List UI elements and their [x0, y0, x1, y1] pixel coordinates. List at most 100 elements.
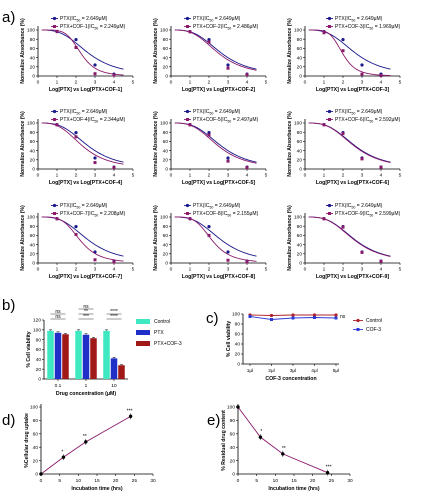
ic50-plot-3: 0 20 40 60 80 100 0 1 2 3 4 5 Log[PTX] vs Log[PTX+CO… [287, 16, 402, 93]
y-tick-label: 0 [38, 377, 41, 383]
significance-label: **** [110, 314, 118, 320]
x-tick-label: 20 [113, 478, 119, 484]
legend-entry: PTX+COF-7(IC50 = 2.208μM) [60, 211, 126, 217]
legend-marker [52, 109, 57, 114]
x-tick-label: 2 [208, 80, 211, 86]
data-point [291, 316, 295, 320]
significance-label: *** [83, 314, 89, 320]
data-point [334, 316, 338, 320]
x-axis-label: Log[PTX] vs Log[PTX+COF-9] [316, 274, 390, 280]
panel-letter: d) [2, 412, 15, 429]
y-tick-label: 80 [297, 130, 303, 136]
y-tick-label: 0 [299, 74, 302, 80]
y-tick-label: 60 [230, 432, 236, 438]
significance-label: *** [326, 465, 332, 471]
y-tick-label: 20 [297, 65, 303, 71]
data-point [236, 405, 240, 409]
x-axis-label: Log[PTX] vs Log[PTX+COF-4] [49, 180, 123, 186]
cell-viability-bar-chart: 0204060801001200.1nsns1*****ns10********… [26, 304, 182, 397]
y-tick-label: 80 [297, 224, 303, 230]
legend-entry: PTX(IC50 = 2.649μM) [193, 16, 241, 22]
x-tick-label: 5 [132, 80, 135, 86]
series-line [40, 415, 131, 475]
x-tick-label: 3 [94, 267, 97, 273]
x-axis-label: Incubation time (hrs) [71, 486, 123, 492]
y-tick-label: 100 [160, 28, 168, 34]
x-tick-label: 3 [361, 80, 364, 86]
x-tick-label: 0 [40, 478, 43, 484]
data-point [322, 31, 326, 35]
y-tick-label: 80 [33, 418, 39, 424]
legend-entry: PTX+COF-6(IC50 = 2.592μM) [335, 117, 401, 123]
data-point [55, 123, 59, 127]
y-tick-label: 60 [297, 233, 303, 239]
x-tick-label: 5 [399, 80, 402, 86]
x-tick-label: 3 [94, 173, 97, 179]
fit-curve-ptx [174, 216, 257, 257]
x-tick-label: 5 [399, 173, 402, 179]
y-tick-label: 80 [235, 322, 241, 328]
y-tick-label: 100 [160, 215, 168, 221]
x-axis-label: Log[PTX] vs Log[PTX+COF-2] [182, 87, 256, 93]
y-axis-label: Normalize Absorbance (%) [287, 111, 293, 177]
panel-letter: e) [207, 412, 220, 429]
x-tick-label: 3 [361, 173, 364, 179]
y-tick-label: 0 [165, 261, 168, 267]
x-tick-label: 4 [113, 173, 116, 179]
fit-curve-ptx [41, 29, 124, 70]
y-axis-label: Normalize Absorbance (%) [20, 18, 26, 84]
data-point [93, 63, 97, 67]
y-tick-label: 20 [235, 352, 241, 358]
significance-label: ns [55, 309, 61, 315]
x-tick-label: 25 [132, 478, 138, 484]
y-tick-label: 100 [27, 28, 35, 34]
data-point [226, 156, 230, 160]
x-tick-label: 30 [347, 478, 353, 484]
panel-letter: c) [206, 310, 219, 327]
x-tick-label: 0 [37, 173, 40, 179]
y-tick-label: 40 [297, 55, 303, 61]
fit-curve-ptx [308, 29, 391, 70]
fit-curve-combo [174, 216, 257, 262]
data-point [39, 472, 43, 476]
data-point [55, 217, 59, 221]
bar-ptx [54, 332, 62, 379]
y-tick-label: 100 [232, 312, 240, 318]
data-point [379, 165, 383, 169]
x-tick-label: 15 [94, 478, 100, 484]
x-tick-label: 3 [227, 173, 230, 179]
significance-label: **** [110, 309, 118, 315]
data-point [226, 63, 230, 67]
fit-curve-ptx [174, 29, 257, 70]
x-axis-label: Log[PTX] vs Log[PTX+COF-6] [316, 180, 390, 186]
fit-curve-combo [41, 29, 124, 76]
y-tick-label: 40 [235, 342, 241, 348]
x-tick-label: 2 [75, 267, 78, 273]
y-tick-label: 80 [163, 37, 169, 43]
y-tick-label: 20 [163, 158, 169, 164]
ic50-plot-2: 0 20 40 60 80 100 0 1 2 3 4 5 Log[PTX] vs Log[PTX+CO… [153, 16, 268, 93]
significance-label: ns [83, 304, 89, 310]
x-tick-label: 2 [342, 80, 345, 86]
x-tick-label: 10 [273, 478, 279, 484]
x-tick-label: 3 [361, 267, 364, 273]
x-tick-label: 1 [56, 267, 59, 273]
y-tick-label: 60 [33, 432, 39, 438]
y-tick-label: 0 [299, 167, 302, 173]
x-tick-label: 0 [237, 478, 240, 484]
fit-curve-ptx [41, 122, 124, 163]
y-tick-label: 40 [30, 148, 36, 154]
y-tick-label: 100 [33, 328, 41, 334]
y-tick-label: 0 [237, 362, 240, 368]
y-tick-label: 60 [30, 139, 36, 145]
legend-marker [185, 16, 190, 21]
data-point [93, 161, 97, 165]
x-tick-label: 5 [255, 478, 258, 484]
fit-curve-combo [41, 216, 124, 262]
data-point [245, 260, 249, 264]
legend-entry: PTX [154, 330, 164, 336]
legend-marker [327, 109, 332, 114]
data-point [341, 225, 345, 229]
